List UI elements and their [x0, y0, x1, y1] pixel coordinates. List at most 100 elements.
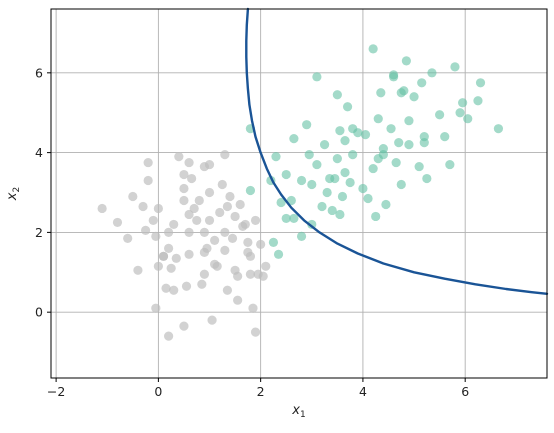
data-point-class-a	[184, 227, 194, 237]
y-tick-label: 2	[35, 225, 43, 240]
data-point-class-a	[220, 245, 230, 255]
data-point-class-a	[233, 295, 243, 305]
data-point-class-a	[143, 157, 153, 168]
data-point-class-a	[138, 201, 148, 212]
data-point-class-a	[123, 233, 133, 243]
data-point-class-b	[348, 124, 358, 134]
data-point-class-b	[414, 161, 424, 172]
plot-frame	[50, 8, 548, 379]
data-point-class-a	[245, 269, 256, 279]
data-point-class-a	[217, 179, 227, 190]
x-tick-label: 4	[359, 384, 367, 399]
data-point-class-a	[184, 249, 194, 259]
data-point-class-b	[327, 205, 337, 216]
y-axis-label-main: x	[5, 192, 20, 201]
data-point-class-a	[133, 265, 143, 275]
data-point-class-a	[243, 237, 253, 247]
data-point-class-a	[243, 247, 253, 257]
data-point-class-a	[222, 201, 233, 212]
data-point-class-a	[199, 161, 210, 172]
data-point-class-a	[204, 215, 215, 226]
data-point-class-a	[248, 303, 258, 313]
data-point-class-b	[455, 108, 465, 118]
data-point-class-b	[450, 62, 460, 72]
data-point-class-a	[140, 225, 151, 235]
data-point-class-b	[317, 201, 327, 212]
data-point-class-a	[184, 209, 194, 220]
data-point-class-a	[153, 203, 163, 214]
y-tick-label: 4	[35, 145, 43, 160]
data-point-class-a	[169, 219, 179, 230]
data-point-class-b	[296, 175, 307, 186]
data-point-class-b	[373, 114, 383, 124]
data-point-class-a	[174, 152, 184, 162]
data-point-class-b	[401, 56, 411, 66]
data-point-class-a	[128, 191, 138, 202]
data-point-class-b	[340, 167, 350, 178]
data-point-class-a	[261, 261, 271, 271]
data-point-class-b	[386, 124, 396, 134]
y-tick-label: 0	[35, 305, 43, 320]
data-point-class-b	[368, 44, 378, 54]
data-point-class-a	[238, 221, 248, 232]
data-point-class-a	[164, 331, 174, 341]
data-point-class-b	[296, 231, 307, 241]
data-point-class-a	[192, 215, 202, 226]
data-point-class-b	[289, 134, 299, 144]
data-point-class-a	[187, 173, 197, 184]
data-point-class-b	[325, 173, 335, 184]
data-point-class-b	[381, 199, 391, 210]
data-point-class-a	[253, 269, 263, 279]
data-point-class-b	[404, 116, 414, 126]
data-point-class-a	[256, 239, 266, 249]
data-point-class-b	[281, 169, 291, 180]
data-point-class-b	[332, 90, 342, 100]
data-point-class-a	[171, 253, 181, 263]
data-point-class-a	[164, 227, 174, 237]
x-axis-label: x1	[291, 403, 305, 420]
data-point-class-a	[179, 321, 189, 331]
data-point-class-b	[281, 213, 291, 224]
data-point-class-a	[230, 211, 240, 222]
data-point-class-b	[312, 72, 322, 82]
data-point-class-a	[179, 195, 189, 206]
y-axis-label: x2	[5, 187, 22, 201]
data-point-class-b	[427, 68, 437, 78]
data-point-class-b	[422, 173, 432, 184]
data-point-class-b	[473, 96, 483, 106]
data-point-class-a	[151, 231, 161, 241]
data-point-class-b	[335, 209, 345, 220]
data-point-class-a	[220, 150, 230, 160]
data-point-class-a	[204, 187, 215, 198]
data-point-class-b	[360, 130, 371, 140]
data-point-class-a	[158, 251, 169, 261]
data-point-class-b	[304, 150, 314, 160]
data-point-class-b	[475, 78, 486, 88]
data-point-class-b	[396, 88, 406, 98]
data-point-class-b	[463, 114, 473, 124]
data-point-class-a	[227, 233, 238, 243]
data-point-class-a	[181, 281, 192, 291]
data-point-class-b	[345, 177, 355, 188]
data-point-class-b	[302, 120, 312, 130]
data-point-class-b	[276, 197, 286, 208]
data-point-class-b	[396, 179, 406, 190]
data-point-class-a	[184, 157, 194, 168]
data-point-class-b	[319, 140, 330, 150]
data-point-class-a	[194, 195, 204, 206]
data-point-class-a	[215, 207, 225, 218]
data-point-class-a	[235, 199, 245, 210]
data-point-class-b	[245, 185, 256, 196]
data-point-class-a	[161, 283, 171, 293]
data-point-class-a	[250, 327, 261, 337]
data-point-class-a	[199, 269, 210, 279]
data-point-class-b	[376, 88, 386, 98]
data-point-class-b	[342, 102, 353, 112]
data-point-class-a	[166, 263, 176, 273]
data-point-class-a	[112, 217, 123, 228]
data-point-class-a	[250, 215, 261, 226]
data-point-class-b	[419, 138, 429, 148]
data-point-class-b	[388, 70, 399, 80]
x-tick-label: 6	[461, 384, 469, 399]
